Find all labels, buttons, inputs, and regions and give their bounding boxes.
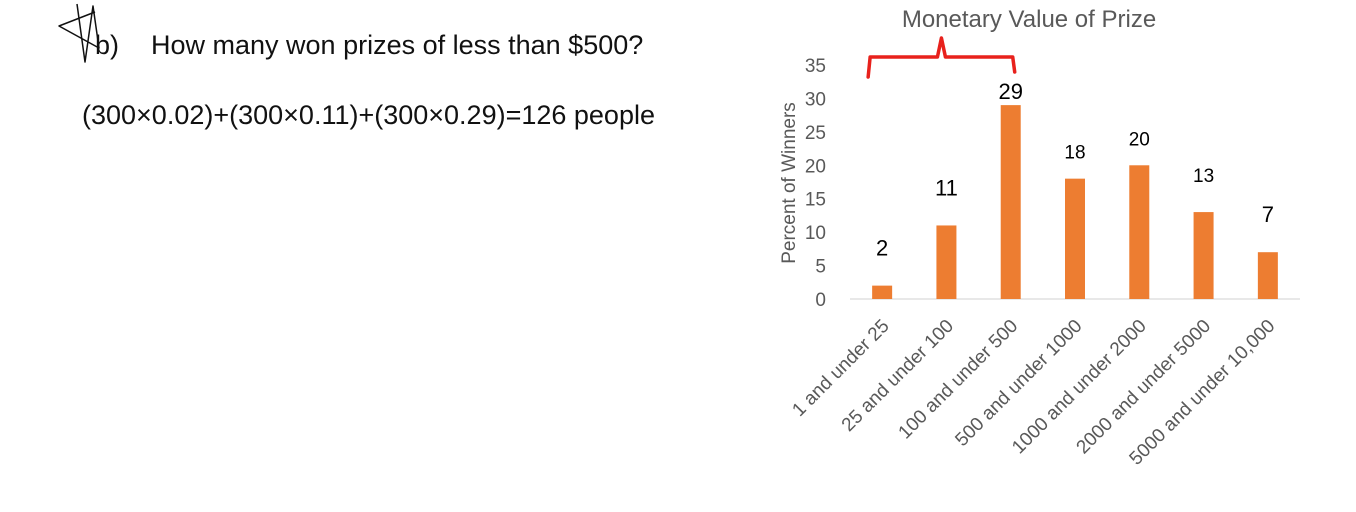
x-tick-label: 500 and under 1000 (951, 316, 1086, 451)
y-tick-label: 10 (805, 223, 826, 244)
bar (1257, 252, 1278, 299)
handwritten-checkmark-icon (58, 3, 100, 63)
bar (1129, 165, 1150, 299)
y-tick-label: 35 (805, 56, 826, 77)
question-text: How many won prizes of less than $500? (151, 30, 644, 60)
bar (872, 285, 893, 299)
bar (1065, 178, 1085, 299)
bar (1193, 212, 1214, 299)
data-label: 20 (1129, 129, 1150, 150)
data-label: 13 (1193, 166, 1214, 187)
chart-title: Monetary Value of Prize (902, 6, 1156, 33)
question-line: b) How many won prizes of less than $500? (95, 30, 643, 61)
y-tick-label: 0 (815, 290, 826, 311)
y-axis-label: Percent of Winners (779, 102, 800, 264)
data-label: 11 (935, 175, 958, 200)
data-label: 29 (998, 79, 1022, 104)
data-label: 18 (1064, 143, 1085, 164)
y-tick-label: 15 (805, 190, 826, 211)
y-tick-label: 20 (805, 156, 826, 177)
data-label: 2 (876, 236, 888, 261)
x-tick-label: 100 and under 500 (895, 316, 1023, 444)
answer-text: (300×0.02)+(300×0.11)+(300×0.29)=126 peo… (82, 100, 655, 130)
bar (1000, 105, 1021, 299)
x-tick-label: 25 and under 100 (838, 316, 958, 436)
data-label: 7 (1262, 202, 1274, 227)
bar (936, 225, 957, 299)
y-tick-label: 25 (805, 123, 826, 144)
question-letter: b) (95, 30, 120, 60)
red-brace-annotation (866, 36, 1017, 79)
y-tick-label: 5 (815, 257, 826, 278)
y-tick-label: 30 (805, 89, 826, 110)
